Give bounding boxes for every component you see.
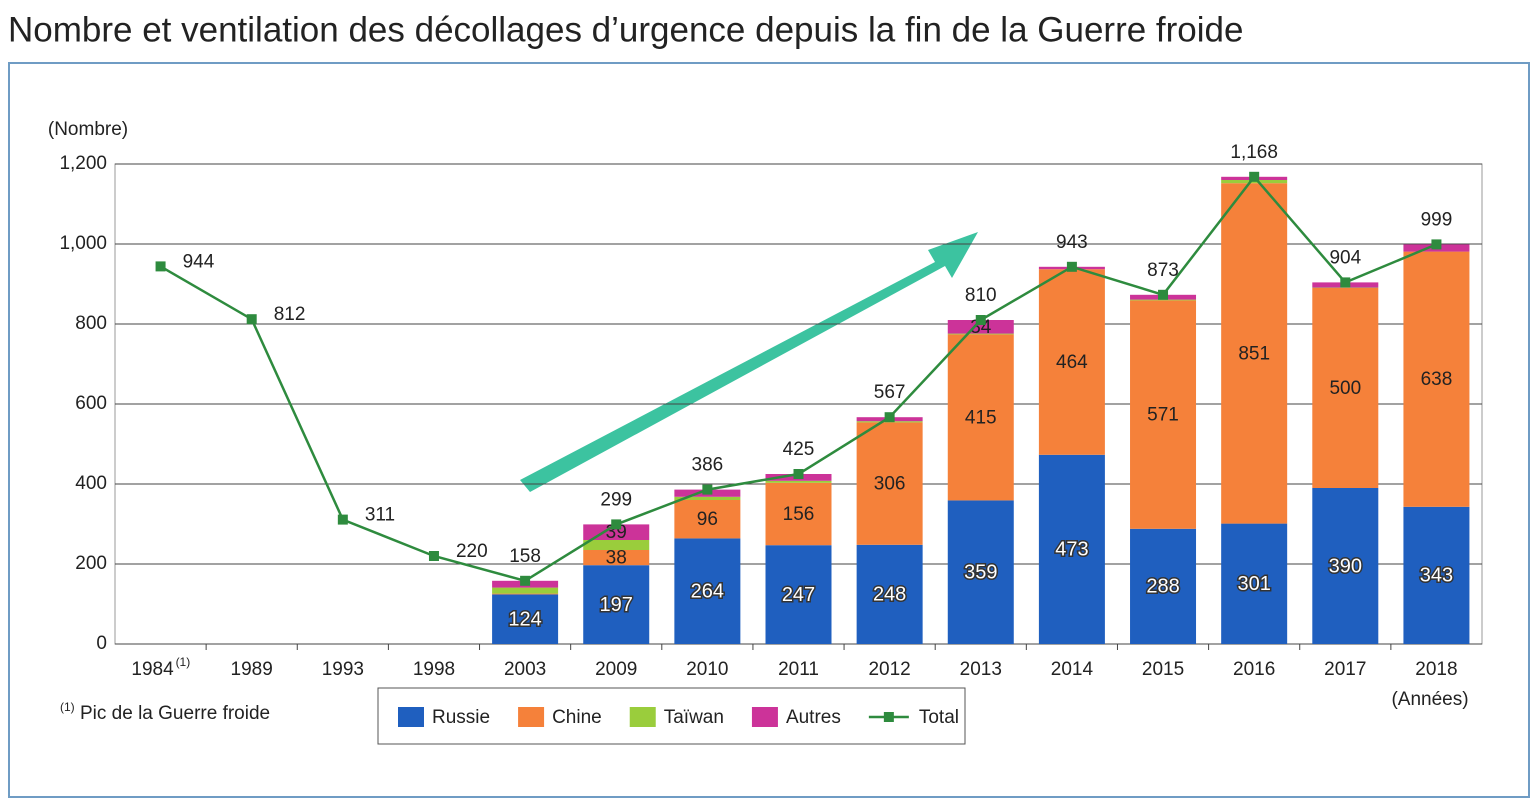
total-marker [429,551,439,561]
legend-marker [884,712,894,722]
bar-value-label: 464 [1056,352,1088,373]
bar-value-label: 359 [964,561,997,583]
x-tick-label: 2016 [1233,659,1275,680]
total-value-label: 812 [274,304,306,325]
bar-value-label: 571 [1147,405,1179,426]
total-value-label: 944 [183,251,215,272]
legend-swatch [518,707,544,727]
bar-value-label: 288 [1146,576,1179,598]
bar-value-label: 247 [782,584,815,606]
total-marker [702,485,712,495]
bar-value-label: 500 [1329,378,1361,399]
footnote-marker: (1) [60,700,75,714]
legend-label: Chine [552,707,602,728]
total-value-label: 943 [1056,232,1088,253]
total-value-label: 810 [965,285,997,306]
footnote-text: Pic de la Guerre froide [80,703,270,724]
total-value-label: 425 [783,439,815,460]
x-axis-label: (Années) [1391,689,1468,710]
legend-label: Autres [786,707,841,728]
total-value-label: 1,168 [1230,142,1278,163]
bar-value-label: 851 [1238,343,1270,364]
y-tick-label: 200 [75,553,107,574]
legend-swatch [630,707,656,727]
x-tick-label: 2009 [595,659,637,680]
x-tick-label: 2012 [868,659,910,680]
y-tick-label: 800 [75,313,107,334]
total-marker [885,412,895,422]
bar-segment [492,594,558,595]
bar-value-label: 638 [1421,369,1453,390]
x-tick-label: 1993 [322,659,364,680]
x-tick-label: 2011 [778,659,819,680]
legend-label: Taïwan [664,707,724,728]
total-marker [520,576,530,586]
chart-title: Nombre et ventilation des décollages d’u… [8,10,1243,49]
total-value-label: 999 [1421,209,1453,230]
total-marker [1249,172,1259,182]
x-tick-label: 2010 [686,659,728,680]
total-marker [1067,262,1077,272]
total-value-label: 311 [365,505,395,526]
total-value-label: 158 [509,546,541,567]
legend-swatch [398,707,424,727]
total-marker [338,515,348,525]
total-value-label: 299 [600,489,632,510]
bar-segment [766,481,832,483]
bar-value-label: 156 [783,504,815,525]
bar-value-label: 38 [606,548,627,569]
total-marker [1340,277,1350,287]
bar-value-label: 197 [600,594,633,616]
footnote-marker: (1) [176,655,191,669]
bar-value-label: 248 [873,584,906,606]
bar-value-label: 124 [508,608,541,630]
bar-value-label: 301 [1237,573,1270,595]
y-tick-label: 1,200 [59,153,107,174]
bar-value-label: 473 [1055,539,1088,561]
total-value-label: 386 [692,455,724,476]
x-tick-label: 1989 [231,659,273,680]
bar-value-label: 96 [697,509,718,530]
legend-swatch [752,707,778,727]
x-tick-label: 2018 [1415,659,1457,680]
total-marker [156,261,166,271]
x-tick-label: 2003 [504,659,546,680]
bar-value-label: 264 [691,580,724,602]
y-tick-label: 400 [75,473,107,494]
y-tick-label: 0 [96,633,107,654]
x-tick-label: 2017 [1324,659,1366,680]
y-tick-label: 600 [75,393,107,414]
legend-label: Russie [432,707,490,728]
total-value-label: 873 [1147,260,1179,281]
bar-segment [492,588,558,594]
x-tick-label: 2013 [960,659,1002,680]
total-marker [1158,290,1168,300]
x-tick-label: 1984 [131,659,174,680]
x-tick-label: 2014 [1051,659,1094,680]
bar-value-label: 415 [965,407,997,428]
total-value-label: 567 [874,382,906,403]
bar-value-label: 390 [1329,555,1362,577]
y-axis-label: (Nombre) [48,119,128,140]
total-marker [611,519,621,529]
x-tick-label: 2015 [1142,659,1184,680]
legend-label: Total [919,707,959,728]
total-marker [247,314,257,324]
total-value-label: 904 [1329,247,1361,268]
bar-value-label: 306 [874,474,906,495]
total-value-label: 220 [456,541,488,562]
total-marker [1431,239,1441,249]
bar-value-label: 343 [1420,565,1453,587]
y-tick-label: 1,000 [59,233,107,254]
total-marker [794,469,804,479]
x-tick-label: 1998 [413,659,455,680]
total-marker [976,315,986,325]
